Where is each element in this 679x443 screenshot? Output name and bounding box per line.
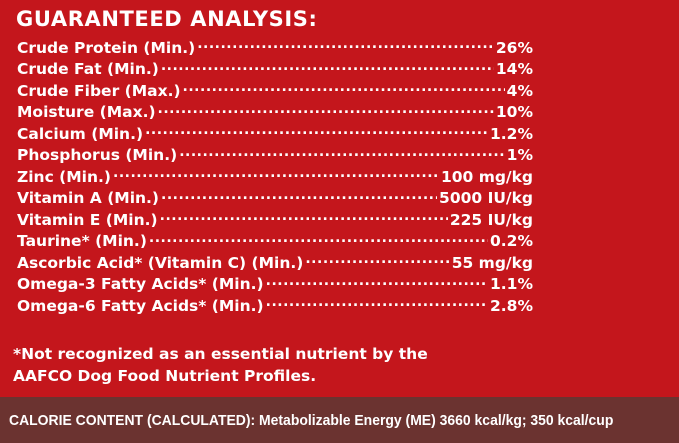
nutrient-label: Phosphorus (Min.): [17, 146, 178, 164]
nutrient-label: Vitamin A (Min.): [17, 189, 160, 207]
nutrient-value: 4%: [506, 81, 533, 100]
analysis-table: Crude Protein (Min.) 26% Crude Fat (Min.…: [17, 37, 533, 317]
nutrient-value: 55 mg/kg: [451, 253, 533, 272]
nutrient-label: Crude Protein (Min.): [17, 38, 196, 57]
dot-leader: [266, 274, 488, 290]
dot-leader: [161, 188, 437, 204]
nutrient-value: 1.1%: [490, 275, 533, 293]
analysis-row: Crude Protein (Min.) 26%: [17, 37, 533, 59]
analysis-row: Omega-6 Fatty Acids* (Min.) 2.8%: [17, 295, 533, 317]
calorie-content-bar: CALORIE CONTENT (CALCULATED): Metaboliza…: [0, 397, 679, 443]
nutrient-value: 0.2%: [490, 232, 533, 250]
footnote: *Not recognized as an essential nutrient…: [13, 344, 428, 387]
nutrient-label: Taurine* (Min.): [17, 232, 147, 250]
nutrient-value: 1%: [506, 146, 533, 164]
dot-leader: [145, 123, 488, 139]
nutrient-label: Crude Fat (Min.): [17, 60, 159, 78]
nutrient-value: 5000 IU/kg: [439, 189, 533, 207]
nutrient-label: Calcium (Min.): [17, 124, 144, 143]
calorie-content-text: CALORIE CONTENT (CALCULATED): Metaboliza…: [9, 411, 614, 429]
analysis-row: Crude Fiber (Max.) 4%: [17, 80, 533, 102]
nutrient-value: 14%: [495, 60, 533, 78]
nutrient-label: Ascorbic Acid* (Vitamin C) (Min.): [17, 253, 304, 272]
nutrient-label: Zinc (Min.): [17, 167, 111, 186]
analysis-row: Calcium (Min.) 1.2%: [17, 123, 533, 145]
nutrient-label: Omega-6 Fatty Acids* (Min.): [17, 296, 264, 315]
analysis-row: Zinc (Min.) 100 mg/kg: [17, 166, 533, 188]
nutrient-value: 100 mg/kg: [440, 167, 533, 186]
footnote-line: AAFCO Dog Food Nutrient Profiles.: [13, 366, 317, 385]
dot-leader: [149, 231, 488, 247]
nutrient-label: Moisture (Max.): [17, 103, 156, 121]
analysis-row: Vitamin A (Min.) 5000 IU/kg: [17, 188, 533, 210]
dot-leader: [160, 209, 448, 225]
dot-leader: [161, 59, 494, 75]
dot-leader: [266, 295, 488, 311]
footnote-line: *Not recognized as an essential nutrient…: [13, 345, 428, 363]
dot-leader: [305, 252, 449, 268]
dot-leader: [179, 145, 504, 161]
analysis-row: Moisture (Max.) 10%: [17, 102, 533, 124]
analysis-row: Omega-3 Fatty Acids* (Min.) 1.1%: [17, 274, 533, 296]
analysis-heading: GUARANTEED ANALYSIS:: [16, 7, 318, 31]
nutrient-label: Omega-3 Fatty Acids* (Min.): [17, 275, 264, 293]
nutrient-value: 10%: [495, 103, 533, 121]
nutrient-value: 2.8%: [490, 296, 533, 315]
analysis-row: Phosphorus (Min.) 1%: [17, 145, 533, 167]
nutrient-value: 26%: [495, 38, 533, 57]
analysis-row: Vitamin E (Min.) 225 IU/kg: [17, 209, 533, 231]
analysis-row: Ascorbic Acid* (Vitamin C) (Min.) 55 mg/…: [17, 252, 533, 274]
nutrient-label: Vitamin E (Min.): [17, 210, 158, 229]
nutrient-value: 1.2%: [490, 124, 533, 143]
dot-leader: [158, 102, 494, 118]
nutrient-value: 225 IU/kg: [449, 210, 533, 229]
analysis-row: Taurine* (Min.) 0.2%: [17, 231, 533, 253]
dot-leader: [183, 80, 505, 96]
dot-leader: [113, 166, 439, 182]
dot-leader: [197, 37, 494, 53]
nutrient-label: Crude Fiber (Max.): [17, 81, 181, 100]
analysis-row: Crude Fat (Min.) 14%: [17, 59, 533, 81]
